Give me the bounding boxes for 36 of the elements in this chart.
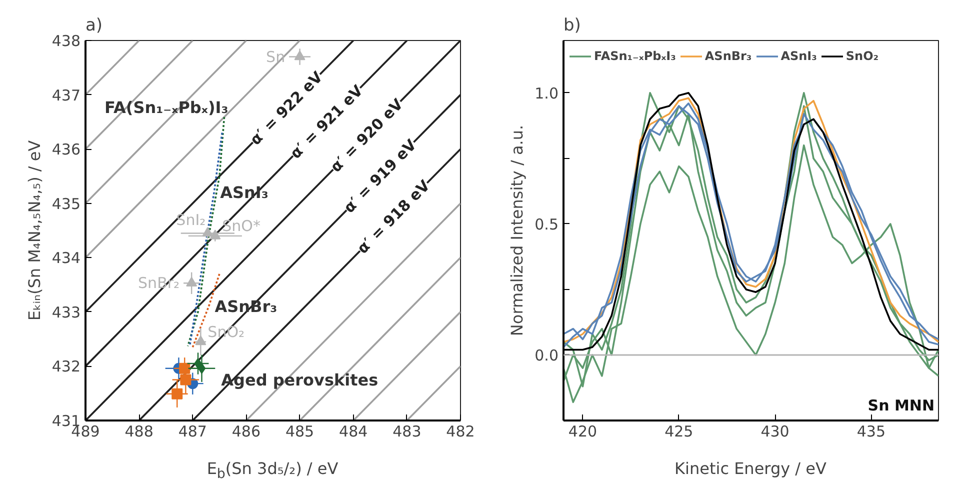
y-tick-label: 0.0 [534,346,559,364]
x-tick-label: 487 [178,422,207,440]
y-tick-label: 433 [52,303,81,322]
x-tick-label: 482 [446,422,475,440]
y-tick-label: 432 [52,358,81,376]
y-tick-label: 0.5 [534,215,559,234]
x-tick-label: 483 [392,422,422,440]
x-tick-label: 435 [856,422,886,440]
x-tick-label: 484 [339,422,368,440]
y-tick-label: 436 [52,140,81,159]
x-tick-label: 430 [760,422,790,440]
x-axis-title: E$_{b}$(Sn 3d₅/₂) / eV [206,458,338,484]
x-tick-label: 488 [124,422,154,440]
y-tick-label: 435 [52,194,81,213]
legend-label: SnO₂ [846,49,879,63]
annotation: Sn MNN [868,396,935,414]
x-tick-label: 425 [664,422,694,440]
legend-label: ASnI₃ [780,49,817,63]
x-tick-label: 420 [568,422,598,440]
chart-title: a) [86,16,103,36]
y-tick-label: 437 [52,86,81,104]
series-label: SnO* [222,216,261,235]
series-label: Sn [266,48,286,66]
series-label: SnI₂ [176,211,206,230]
y-tick-label: 438 [52,32,81,50]
annotation: FA(Sn₁₋ₓPbₓ)I₃ [104,98,228,118]
legend-label: ASnBr₃ [704,49,752,63]
y-tick-label: 1.0 [534,84,559,102]
y-axis-title: Normalized Intensity / a.u. [508,124,527,336]
legend-label: FASn₁₋ₓPbₓI₃ [594,49,676,63]
x-tick-label: 485 [285,422,314,440]
y-axis-title: Eₖᵢₙ(Sn M₄N₄,₅N₄,₅) / eV [24,140,44,321]
chart-title: b) [564,16,581,36]
x-tick-label: 486 [232,422,261,440]
y-tick-label: 434 [52,249,81,268]
x-axis-title: Kinetic Energy / eV [674,458,826,480]
